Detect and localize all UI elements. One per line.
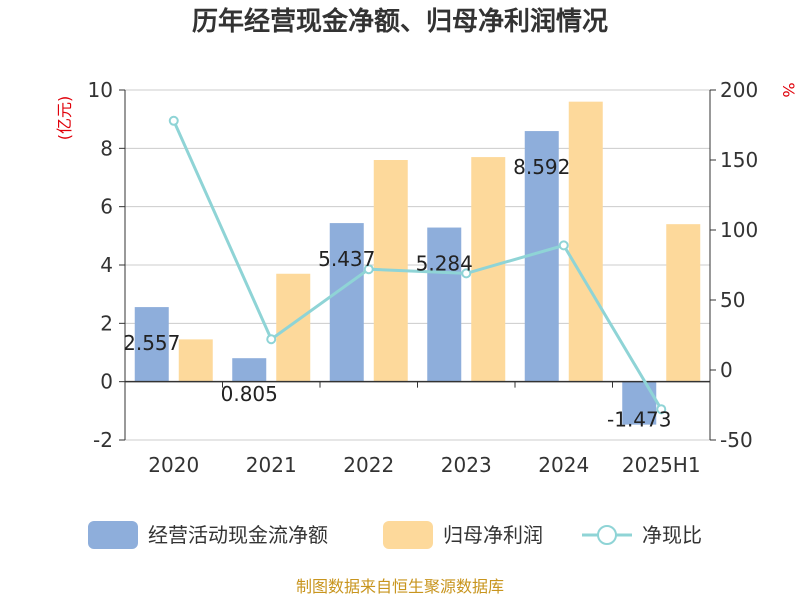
legend-swatch — [383, 521, 433, 549]
bar-value-label: 8.592 — [513, 155, 570, 179]
legend: 经营活动现金流净额 归母净利润 净现比 — [88, 521, 702, 549]
ratio-point — [266, 334, 277, 345]
bar-value-label: 5.437 — [318, 247, 375, 271]
y-left-tick-label: -2 — [93, 428, 113, 452]
bar-cashflow — [232, 358, 267, 382]
x-tick-label: 2020 — [148, 453, 199, 477]
y-left-tick-label: 6 — [100, 195, 113, 219]
line-layer — [168, 115, 667, 415]
ratio-line — [172, 120, 663, 410]
bar-value-label: -1.473 — [607, 408, 671, 432]
y-left-tick-label: 8 — [100, 136, 113, 160]
y-right-tick-label: 100 — [720, 218, 758, 242]
y-left-tick-label: 2 — [100, 311, 113, 335]
bar-cashflow — [329, 223, 364, 382]
ratio-point — [363, 264, 374, 275]
labels-layer: 2.557 0.805 5.437 5.284 8.592 -1.473 — [123, 155, 671, 432]
x-tick-label: 2024 — [538, 453, 589, 477]
y-left-tick-label: 0 — [100, 370, 113, 394]
bar-cashflow — [134, 307, 169, 382]
ratio-point — [461, 268, 472, 279]
y-right-tick-label: -50 — [720, 428, 753, 452]
y-left-tick-label: 4 — [100, 253, 113, 277]
bar-net-profit — [276, 273, 311, 382]
grid-layer — [125, 89, 710, 441]
y-left-axis-label: (亿元) — [55, 96, 74, 141]
x-tick-label: 2022 — [343, 453, 394, 477]
bar-net-profit — [568, 101, 603, 382]
x-tick-label: 2021 — [246, 453, 297, 477]
bar-value-label: 0.805 — [221, 382, 278, 406]
axes-layer: -2 0 2 4 6 8 10 -50 0 50 100 150 200 2020 2021 2022 2023… — [88, 78, 759, 477]
y-right-axis-label: % — [779, 82, 798, 97]
x-tick-label: 2025H1 — [622, 453, 701, 477]
ratio-point — [558, 240, 569, 251]
bar-net-profit — [666, 224, 701, 382]
y-right-tick-label: 0 — [720, 358, 733, 382]
chart-title: 历年经营现金净额、归母净利润情况 — [192, 6, 608, 37]
y-right-tick-label: 200 — [720, 78, 758, 102]
bar-value-label: 5.284 — [416, 252, 473, 276]
legend-label: 净现比 — [642, 523, 702, 547]
bar-value-label: 2.557 — [123, 331, 180, 355]
y-right-tick-label: 150 — [720, 148, 758, 172]
bar-net-profit — [178, 339, 213, 382]
bars-layer — [134, 101, 701, 425]
ratio-point — [168, 115, 179, 126]
ratio-point — [656, 404, 667, 415]
y-right-tick-label: 50 — [720, 288, 745, 312]
legend-swatch-marker — [597, 525, 617, 545]
y-left-tick-label: 10 — [88, 78, 113, 102]
legend-swatch — [88, 521, 138, 549]
legend-label: 经营活动现金流净额 — [148, 523, 328, 547]
legend-label: 归母净利润 — [443, 523, 543, 547]
bar-cashflow — [427, 227, 462, 382]
data-source-note: 制图数据来自恒生聚源数据库 — [296, 577, 504, 596]
x-tick-label: 2023 — [441, 453, 492, 477]
